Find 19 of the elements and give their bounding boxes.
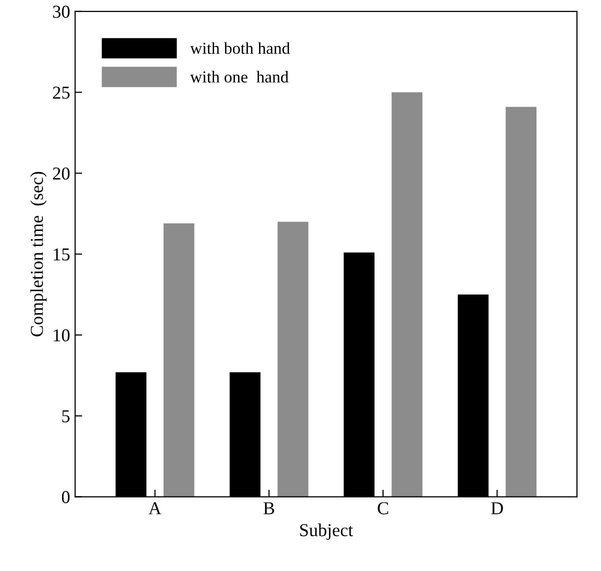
bar: [164, 223, 194, 497]
x-tick-label: B: [264, 502, 274, 514]
y-tick-label: 25: [53, 86, 70, 99]
legend-label: with one hand: [190, 70, 289, 83]
y-tick-label: 10: [54, 329, 70, 342]
y-tick-label: 5: [62, 410, 70, 422]
y-tick-label: 20: [53, 167, 70, 180]
x-tick-label: A: [148, 502, 162, 514]
legend-label: with both hand: [190, 42, 290, 54]
x-axis-title: Subject: [300, 524, 354, 540]
y-axis-title: Completion time (sec): [30, 172, 47, 336]
y-tick-label: 15: [54, 248, 70, 261]
bar: [278, 222, 308, 497]
bar: [392, 92, 422, 497]
y-tick-label: 0: [62, 491, 70, 504]
y-tick-label: 30: [53, 6, 70, 18]
x-tick-label: D: [491, 502, 503, 514]
x-tick-label: C: [378, 502, 388, 514]
bar: [506, 106, 536, 497]
